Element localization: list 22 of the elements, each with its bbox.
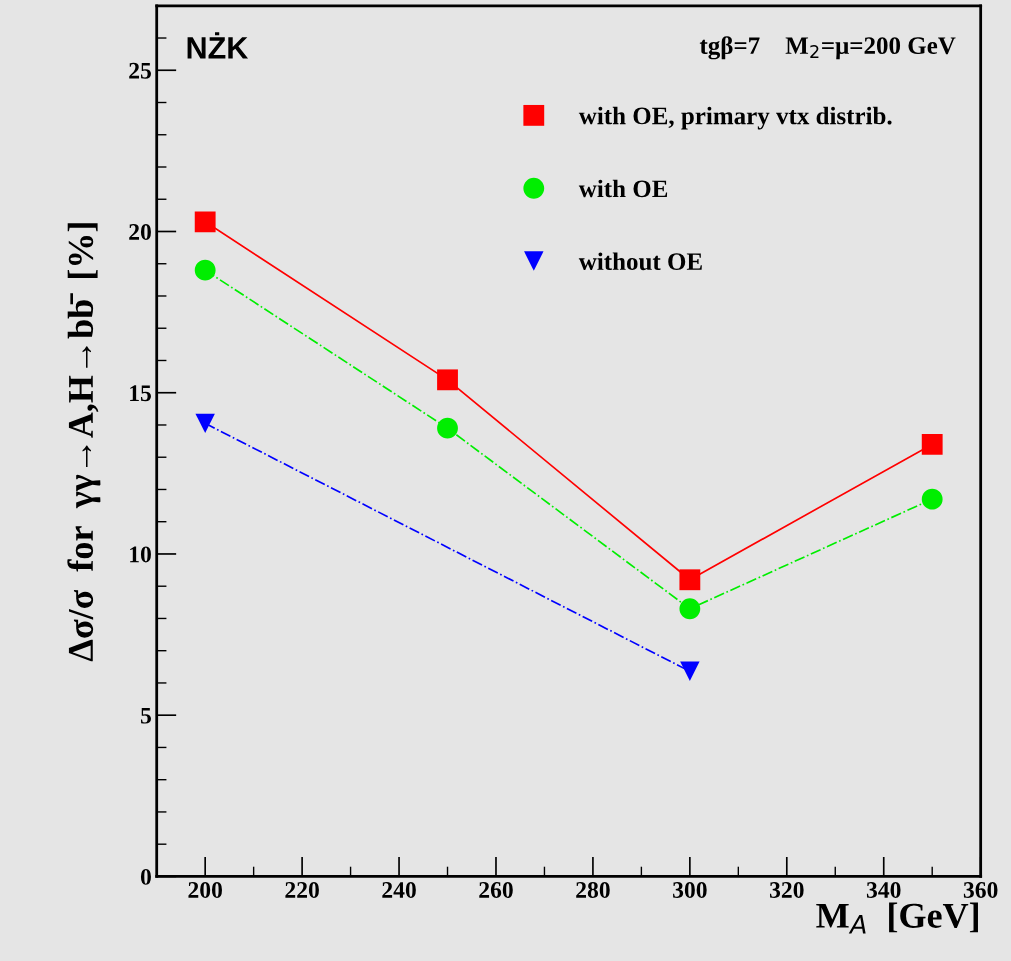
x-tick-label: 240 [382, 881, 416, 898]
y-tick-label: 0 [140, 868, 151, 885]
legend-label: without OE [578, 252, 702, 271]
x-tick-label: 360 [963, 881, 998, 898]
x-tick-label: 280 [576, 881, 610, 898]
x-tick-label: 340 [866, 881, 901, 898]
legend-label: with OE [578, 179, 668, 198]
y-tick-label: 15 [130, 385, 151, 402]
x-axis-title: M$_{A}$ [GeV] [816, 902, 978, 934]
legend-label: with OE, primary vtx distrib. [578, 106, 892, 130]
annotation: tgβ=7 M$_{2}$=μ=200 GeV [699, 36, 956, 60]
x-tick-label: 320 [769, 881, 804, 898]
y-axis-title: Δσ/σ for γγ→A,H→bb̄ [%] [67, 223, 101, 662]
y-tick-label: 20 [129, 223, 151, 240]
annotation: NŻK [187, 32, 249, 59]
y-tick-label: 10 [130, 546, 151, 563]
y-tick-label: 5 [140, 707, 151, 724]
x-tick-label: 220 [285, 881, 319, 898]
x-tick-label: 260 [479, 881, 513, 898]
x-tick-label: 300 [673, 881, 707, 898]
x-tick-label: 200 [188, 881, 222, 898]
y-tick-label: 25 [129, 62, 151, 79]
